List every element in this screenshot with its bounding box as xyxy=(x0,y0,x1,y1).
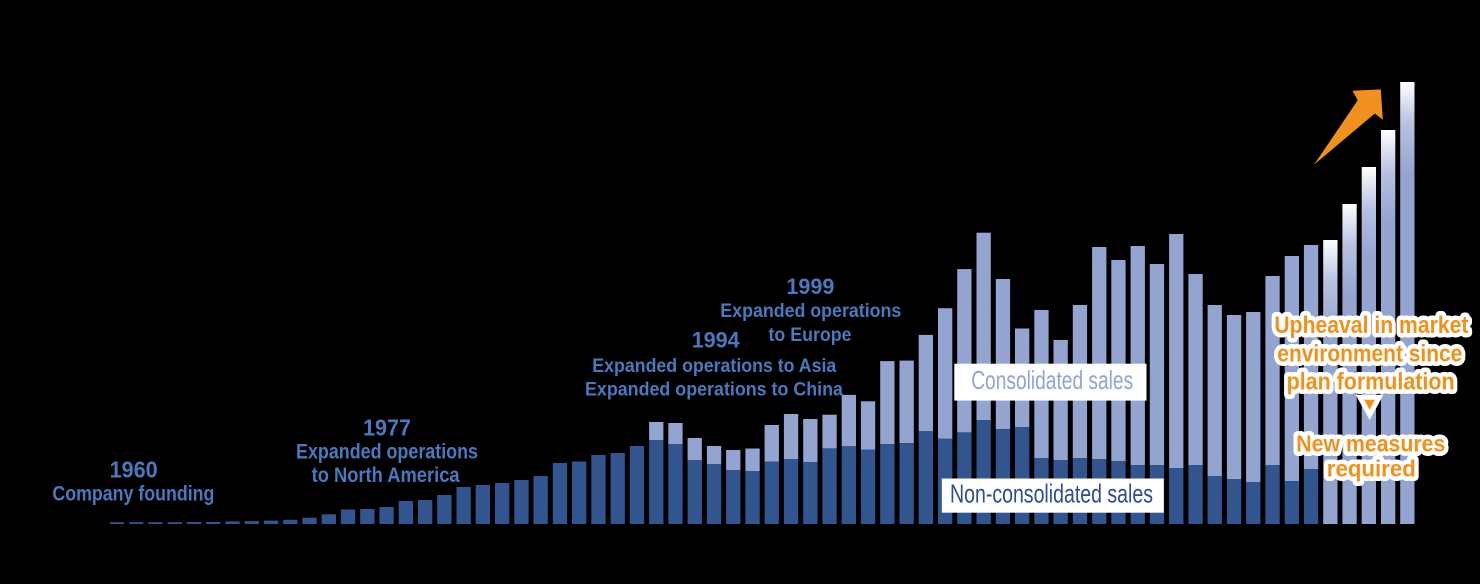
svg-text:Expanded operations: Expanded operations xyxy=(720,301,901,322)
svg-text:Upheaval in market: Upheaval in market xyxy=(1274,312,1468,339)
svg-text:plan formulation: plan formulation xyxy=(1287,369,1455,396)
svg-text:New measures: New measures xyxy=(1296,431,1445,457)
svg-text:Non-consolidated sales: Non-consolidated sales xyxy=(950,479,1153,509)
svg-text:Expanded operations: Expanded operations xyxy=(296,440,478,463)
svg-text:environment since: environment since xyxy=(1277,341,1462,368)
svg-text:1960: 1960 xyxy=(110,457,158,483)
svg-text:1999: 1999 xyxy=(786,274,834,299)
svg-text:1994: 1994 xyxy=(692,327,741,352)
svg-text:Expanded operations to China: Expanded operations to China xyxy=(585,380,843,401)
svg-text:Company founding: Company founding xyxy=(52,482,214,505)
svg-text:to North America: to North America xyxy=(312,464,460,487)
svg-text:Expanded operations to Asia: Expanded operations to Asia xyxy=(592,356,836,377)
svg-text:to Europe: to Europe xyxy=(769,325,852,346)
svg-text:Consolidated sales: Consolidated sales xyxy=(971,365,1133,395)
svg-text:1977: 1977 xyxy=(363,415,411,441)
svg-text:required: required xyxy=(1327,456,1416,482)
